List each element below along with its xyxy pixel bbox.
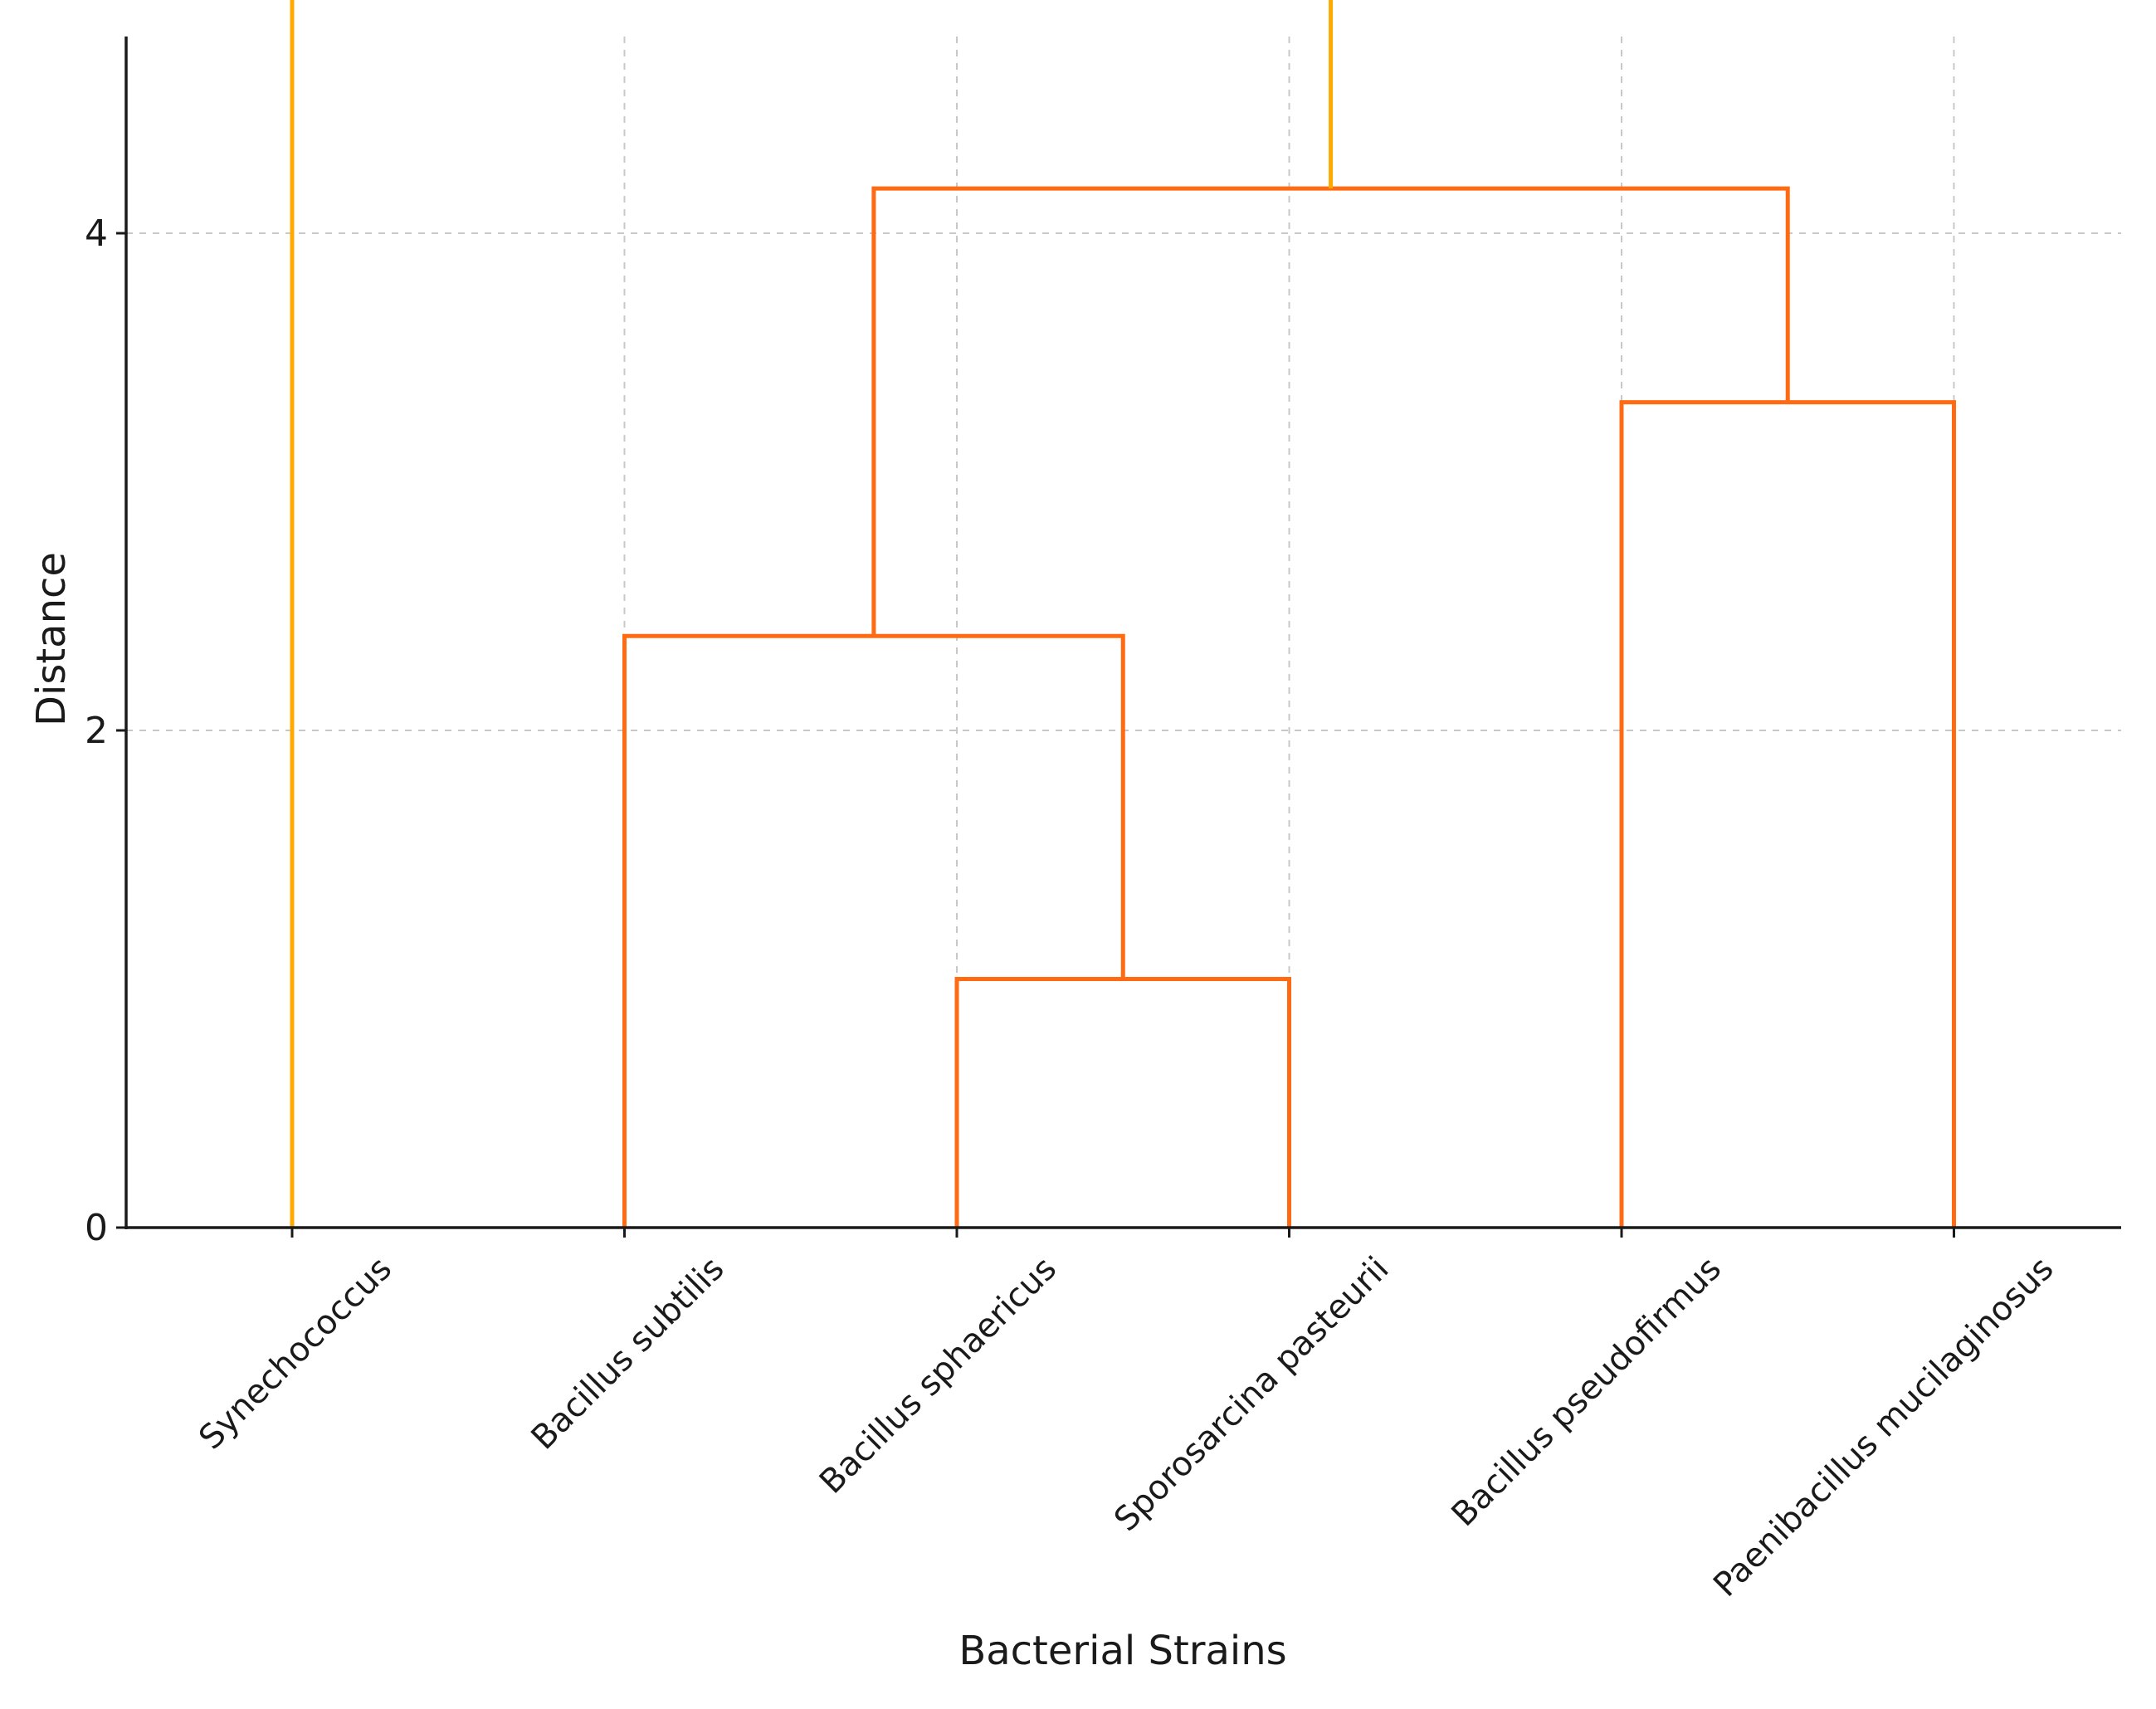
dendrogram-link (290, 0, 1334, 1228)
y-tick-label: 4 (85, 212, 108, 255)
y-ticks: 02468 (85, 212, 126, 1249)
x-axis-title: Bacterial Strains (958, 1628, 1286, 1674)
dendrogram-link (1619, 400, 1956, 1228)
dendrogram-links (290, 0, 1956, 1238)
leaf-labels: Synechococcus Bacillus subtilis Bacillus s… (192, 1250, 2061, 1604)
leaf-label: Bacillus subtilis (524, 1250, 732, 1458)
leaf-label: Sporosarcina pasteurii (1107, 1250, 1397, 1540)
dendrogram-link (622, 633, 1125, 1228)
leaf-label: Bacillus pseudofirmus (1445, 1250, 1729, 1534)
y-axis-title: Distance (28, 552, 75, 726)
axes (124, 37, 2121, 1229)
leaf-label: Paenibacillus mucilaginosus (1706, 1250, 2061, 1604)
dendrogram-link (954, 977, 1291, 1228)
leaf-label: Bacillus sphaericus (812, 1250, 1064, 1501)
y-tick-label: 0 (85, 1207, 108, 1249)
grid (126, 37, 2121, 1228)
dendrogram-link (871, 186, 1790, 637)
leaf-label: Synechococcus (192, 1250, 399, 1458)
y-tick-label: 2 (85, 710, 108, 752)
